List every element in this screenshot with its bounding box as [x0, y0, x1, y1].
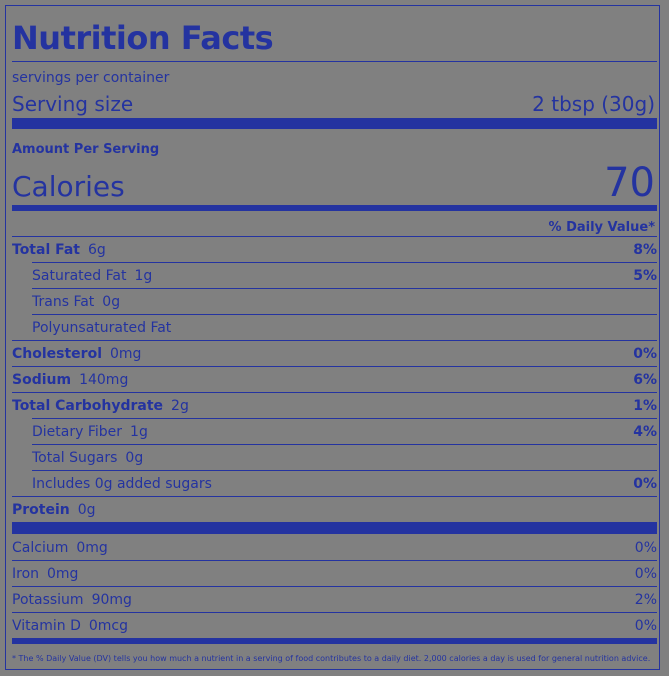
nutrient-amount: 90mg	[91, 592, 132, 608]
divider	[32, 418, 657, 419]
nutrient-name: Potassium	[12, 592, 84, 608]
nutrient-name: Dietary Fiber	[32, 424, 123, 440]
medium-divider	[12, 638, 657, 644]
vitamin-row-calcium: Calcium 0mg 0%	[12, 535, 657, 561]
nutrient-name: Saturated Fat	[32, 268, 127, 284]
calories-value: 70	[604, 160, 655, 206]
vitamin-row-potassium: Potassium 90mg 2%	[12, 587, 657, 613]
nutrient-amount: 0g	[102, 294, 121, 310]
nutrient-amount: 0g	[77, 502, 96, 518]
nutrient-amount: 0mg	[76, 540, 108, 556]
nutrient-amount: 0g	[125, 450, 144, 466]
divider	[12, 392, 657, 393]
nutrient-amount: 1g	[134, 268, 153, 284]
nutrient-amount: 0mg	[110, 346, 142, 362]
nutrient-dv: 0%	[634, 566, 657, 582]
nutrient-dv: 0%	[633, 476, 657, 492]
amount-per-serving: Amount Per Serving	[12, 142, 160, 157]
nutrient-amount: 6g	[88, 242, 106, 258]
nutrient-dv: 0%	[634, 618, 657, 634]
nutrient-name: Trans Fat	[32, 294, 95, 310]
nutrient-dv: 5%	[633, 268, 657, 284]
divider	[12, 560, 657, 561]
nutrient-amount: 2g	[171, 398, 189, 414]
divider	[12, 61, 657, 62]
nutrient-name: Vitamin D	[12, 618, 81, 634]
nutrition-label: Nutrition Facts servings per container S…	[5, 5, 660, 670]
nutrient-row-added-sugars: Includes 0g added sugars 0%	[12, 471, 657, 497]
nutrient-dv: 1%	[633, 398, 657, 414]
serving-size-value: 2 tbsp (30g)	[532, 92, 655, 116]
nutrient-dv: 4%	[633, 424, 657, 440]
nutrient-name: Total Carbohydrate	[12, 398, 164, 414]
serving-size-label: Serving size	[12, 92, 134, 116]
vitamin-row-iron: Iron 0mg 0%	[12, 561, 657, 587]
nutrient-name: Sodium	[12, 372, 72, 388]
nutrient-dv: 8%	[633, 242, 657, 258]
calories-label: Calories	[12, 170, 125, 203]
nutrient-amount: 0mcg	[88, 618, 128, 634]
nutrient-row-saturated-fat: Saturated Fat 1g 5%	[12, 263, 657, 289]
nutrient-name: Total Sugars	[32, 450, 118, 466]
label-title: Nutrition Facts	[12, 19, 274, 57]
divider	[32, 262, 657, 263]
nutrient-row-trans-fat: Trans Fat 0g	[12, 289, 657, 315]
nutrient-row-total-carbohydrate: Total Carbohydrate 2g 1%	[12, 393, 657, 419]
divider	[12, 340, 657, 341]
nutrient-name: Protein	[12, 502, 70, 518]
nutrient-row-dietary-fiber: Dietary Fiber 1g 4%	[12, 419, 657, 445]
nutrient-row-protein: Protein 0g	[12, 497, 657, 523]
medium-divider	[12, 205, 657, 211]
daily-value-header: % Daily Value*	[548, 220, 655, 235]
nutrient-amount: 0mg	[47, 566, 79, 582]
nutrient-row-polyunsaturated-fat: Polyunsaturated Fat	[12, 315, 657, 341]
thick-divider	[12, 118, 657, 129]
thick-divider	[12, 522, 657, 534]
nutrient-amount: 1g	[130, 424, 148, 440]
nutrient-dv: 0%	[633, 346, 657, 362]
nutrient-dv: 6%	[633, 372, 657, 388]
nutrient-name: Iron	[12, 566, 40, 582]
nutrient-dv: 2%	[634, 592, 657, 608]
nutrient-dv: 0%	[634, 540, 657, 556]
divider	[32, 314, 657, 315]
nutrient-row-total-sugars: Total Sugars 0g	[12, 445, 657, 471]
divider	[12, 496, 657, 497]
divider	[12, 612, 657, 613]
footnote: * The % Daily Value (DV) tells you how m…	[12, 654, 651, 663]
servings-per-container: servings per container	[12, 70, 170, 86]
nutrient-name: Cholesterol	[12, 346, 102, 362]
nutrient-name: Total Fat	[12, 242, 81, 258]
nutrient-row-sodium: Sodium 140mg 6%	[12, 367, 657, 393]
nutrient-row-total-fat: Total Fat 6g 8%	[12, 237, 657, 263]
divider	[32, 470, 657, 471]
vitamin-row-vitamin-d: Vitamin D 0mcg 0%	[12, 613, 657, 639]
divider	[12, 586, 657, 587]
nutrient-name: Includes 0g added sugars	[32, 476, 212, 492]
nutrient-row-cholesterol: Cholesterol 0mg 0%	[12, 341, 657, 367]
nutrient-name: Polyunsaturated Fat	[32, 320, 172, 336]
divider	[12, 366, 657, 367]
divider	[12, 236, 657, 237]
divider	[32, 288, 657, 289]
divider	[32, 444, 657, 445]
nutrient-name: Calcium	[12, 540, 69, 556]
nutrient-amount: 140mg	[79, 372, 129, 388]
